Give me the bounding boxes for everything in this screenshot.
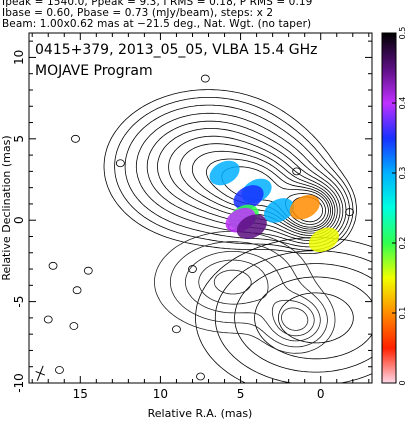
polarization-contour (213, 269, 309, 331)
polarization-contour (185, 251, 321, 342)
polarized-flux-region (263, 198, 295, 223)
stokes-i-contour (254, 276, 372, 360)
noise-contour (196, 372, 205, 381)
polarized-flux-region (209, 160, 240, 186)
noise-contour (83, 266, 93, 275)
y-axis-label: Relative Declination (mas) (0, 135, 13, 280)
colorbar-tick-label: 0.4 (398, 97, 407, 110)
map-subtitle: MOJAVE Program (35, 63, 153, 79)
y-tick-label: -5 (12, 296, 26, 308)
x-tick-label: 15 (73, 387, 88, 401)
axis-ticks: 15 10 5 0 10 5 0 -5 -10 (12, 33, 372, 401)
noise-contour (200, 74, 210, 83)
polarized-flux-region (233, 185, 264, 210)
noise-contour (172, 325, 181, 334)
stokes-i-contour (195, 237, 372, 383)
noise-contour (188, 265, 197, 273)
colorbar-tick-label: 0.5 (398, 27, 407, 40)
noise-contour (345, 208, 354, 216)
x-tick-label: 0 (317, 387, 325, 401)
header-line-1: Ipeak = 1540.0, Ppeak = 9.3, I RMS = 0.1… (2, 0, 313, 8)
noise-contour (48, 261, 58, 270)
polarization-contour (170, 241, 328, 348)
y-tick-label: 5 (12, 135, 26, 143)
stokes-i-contour (124, 104, 350, 248)
stokes-i-contour (179, 143, 336, 234)
colorbar-ticks: 0.5 0.4 0.3 0.2 0.1 0 (392, 27, 407, 386)
noise-contour (69, 322, 79, 330)
polarized-flux-layer (209, 160, 339, 253)
polarization-contour (154, 230, 336, 354)
colorbar-tick-label: 0 (398, 380, 407, 385)
noise-contour (115, 159, 125, 168)
noise-contour (55, 366, 64, 374)
colorbar-tick-label: 0.3 (398, 167, 407, 180)
y-tick-label: -10 (12, 373, 26, 393)
y-tick-label: 0 (12, 216, 26, 224)
beam-minor-axis (35, 370, 46, 376)
colorbar-tick-label: 0.1 (398, 307, 407, 320)
x-tick-label: 10 (153, 387, 168, 401)
header-line-3: Beam: 1.00x0.62 mas at −21.5 deg., Nat. … (2, 18, 312, 30)
x-tick-label: 5 (237, 387, 245, 401)
polarized-flux-region (236, 214, 267, 239)
noise-contour (71, 134, 80, 143)
noise-contour (292, 167, 302, 176)
map-title: 0415+379, 2013_05_05, VLBA 15.4 GHz (35, 42, 318, 58)
stokes-i-contour (285, 193, 326, 225)
plot-frame (28, 32, 373, 384)
header-line-2: Ibase = 0.60, Pbase = 0.73 (mJy/beam), s… (2, 7, 274, 19)
colorbar (381, 32, 397, 384)
polarized-flux-region (308, 227, 339, 253)
polarized-flux-region (289, 194, 320, 220)
noise-contour (72, 286, 82, 295)
noise-contour (43, 315, 53, 324)
polarization-contour (198, 259, 315, 337)
x-axis-label: Relative R.A. (mas) (148, 407, 253, 420)
beam-marker (35, 365, 46, 381)
contour-layer (43, 74, 372, 383)
stokes-i-contour (234, 263, 372, 373)
y-tick-label: 10 (12, 50, 26, 65)
colorbar-tick-label: 0.2 (398, 237, 407, 250)
